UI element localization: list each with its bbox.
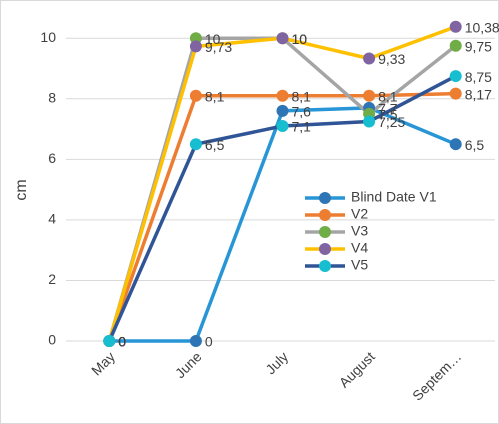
data-label: 10,38 xyxy=(465,19,499,35)
data-label: 10 xyxy=(292,31,308,47)
data-label: 7,1 xyxy=(292,119,312,135)
data-point xyxy=(363,52,376,65)
y-tick-label: 8 xyxy=(48,89,56,105)
legend-marker xyxy=(319,209,331,221)
data-point xyxy=(449,70,462,83)
data-label: 7,6 xyxy=(292,104,312,120)
data-point xyxy=(103,335,116,347)
y-tick-label: 2 xyxy=(48,271,56,287)
legend-label: V3 xyxy=(351,223,368,239)
data-point xyxy=(363,89,376,102)
data-point xyxy=(276,89,289,102)
data-point xyxy=(449,39,462,52)
data-point xyxy=(449,138,462,151)
data-label: 0 xyxy=(118,334,126,350)
data-label: 10 xyxy=(292,31,308,47)
data-label: 0 xyxy=(205,334,213,350)
y-tick-label: 0 xyxy=(48,332,56,348)
legend-label: V4 xyxy=(351,240,368,256)
data-label: 8,1 xyxy=(292,88,312,104)
data-point xyxy=(449,87,462,100)
data-point xyxy=(189,335,202,347)
legend-label: V5 xyxy=(351,257,368,273)
data-point xyxy=(189,40,202,53)
data-label: 8,75 xyxy=(465,69,492,85)
data-label: 0 xyxy=(118,334,126,350)
y-tick-label: 4 xyxy=(48,211,56,227)
data-label: 9,73 xyxy=(205,39,232,55)
data-point xyxy=(276,120,289,133)
data-label: 0 xyxy=(118,334,126,350)
data-label: 9,33 xyxy=(378,51,405,67)
data-label: 8,1 xyxy=(378,88,398,104)
data-label: 7,7 xyxy=(378,101,398,117)
data-label: 10 xyxy=(205,31,221,47)
data-label: 7,25 xyxy=(378,114,405,130)
data-label: 0 xyxy=(118,334,126,350)
data-point xyxy=(276,32,289,45)
data-point xyxy=(363,115,376,128)
data-point xyxy=(189,89,202,102)
legend-marker xyxy=(319,243,331,255)
data-label: 8,1 xyxy=(205,88,225,104)
data-label: 7,5 xyxy=(378,107,398,123)
legend-label: Blind Date V1 xyxy=(351,189,437,205)
data-label: 9,75 xyxy=(465,38,492,54)
legend-marker xyxy=(319,260,331,272)
legend-label: V2 xyxy=(351,206,368,222)
data-label: 6,5 xyxy=(465,137,485,153)
data-point xyxy=(189,138,202,151)
legend-marker xyxy=(319,192,331,204)
data-label: 8,17 xyxy=(465,86,492,102)
legend-marker xyxy=(319,226,331,238)
y-axis-label: cm xyxy=(13,179,30,200)
y-tick-label: 10 xyxy=(40,29,56,45)
data-label: 6,5 xyxy=(205,137,225,153)
data-label: 0 xyxy=(118,334,126,350)
y-tick-label: 6 xyxy=(48,150,56,166)
data-point xyxy=(276,104,289,117)
data-point xyxy=(449,20,462,33)
